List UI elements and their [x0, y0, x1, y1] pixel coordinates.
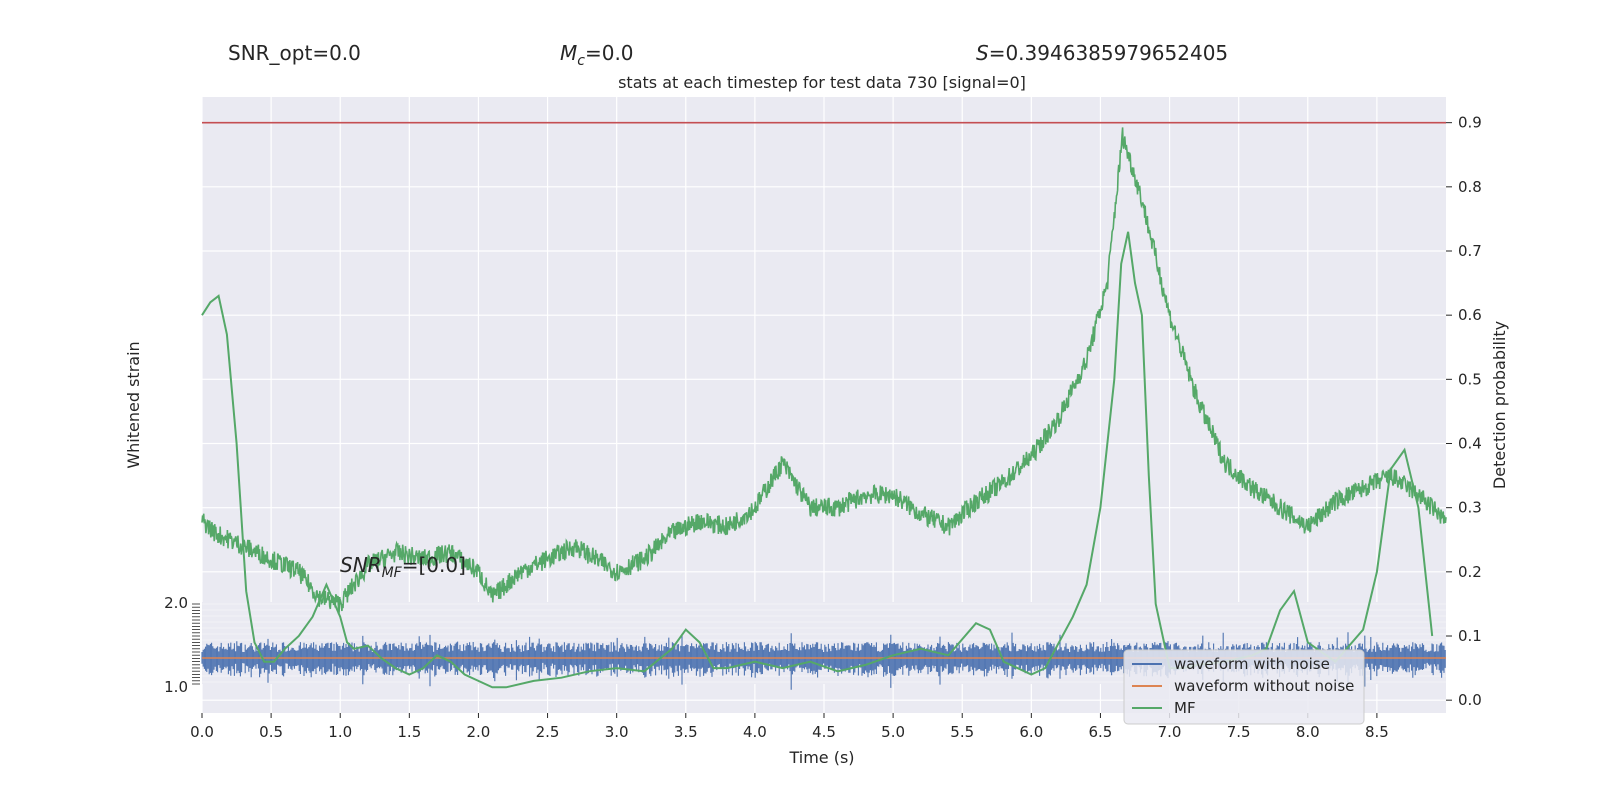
chirp-mass-value: =0.0 — [585, 41, 634, 65]
left-tick-bottom: 1.0 — [164, 678, 188, 696]
x-axis-label: Time (s) — [788, 748, 854, 767]
x-tick-label: 3.0 — [605, 723, 629, 741]
y-tick-label: 0.8 — [1458, 178, 1482, 196]
x-tick-label: 1.0 — [328, 723, 352, 741]
legend-box — [1123, 649, 1365, 725]
x-tick-label: 3.5 — [674, 723, 698, 741]
score-symbol: S — [976, 41, 989, 65]
y-tick-label: 0.3 — [1458, 499, 1482, 517]
right-axis-label: Detection probability — [1490, 321, 1509, 489]
x-tick-label: 6.5 — [1089, 723, 1113, 741]
x-tick-label: 5.5 — [950, 723, 974, 741]
chirp-mass-symbol: M — [560, 41, 577, 65]
x-tick-label: 6.0 — [1019, 723, 1043, 741]
x-tick-label: 8.0 — [1296, 723, 1320, 741]
chirp-mass-subscript: c — [577, 53, 585, 69]
x-tick-label: 1.5 — [397, 723, 421, 741]
x-axis-ticks: 0.0 0.5 1.0 1.5 2.0 2.5 3.0 3.5 4.0 4.5 5.0 5.5 6.0 6… — [190, 713, 1389, 741]
snr-mf-symbol: SNR — [340, 553, 382, 577]
y-tick-label: 0.6 — [1458, 306, 1482, 324]
chart-subtitle: stats at each timestep for test data 730… — [618, 73, 1026, 92]
snr-mf-subscript: MF — [382, 565, 403, 581]
x-tick-label: 7.0 — [1158, 723, 1182, 741]
legend-label-mf: MF — [1174, 699, 1196, 717]
x-tick-label: 4.0 — [743, 723, 767, 741]
y-axis-ticks-right: 0.0 0.1 0.2 0.3 0.4 0.5 0.6 0.7 0.8 0.9 — [1446, 114, 1482, 709]
score-value: =0.3946385979652405 — [989, 41, 1228, 65]
x-tick-label: 5.0 — [881, 723, 905, 741]
x-tick-label: 0.0 — [190, 723, 214, 741]
y-tick-label: 0.0 — [1458, 691, 1482, 709]
x-tick-label: 2.5 — [536, 723, 560, 741]
y-tick-label: 0.4 — [1458, 435, 1482, 453]
chirp-mass-label: Mc=0.0 — [560, 41, 634, 69]
x-tick-label: 4.5 — [812, 723, 836, 741]
y-tick-label: 0.9 — [1458, 114, 1482, 132]
left-axis-label: Whitened strain — [124, 341, 143, 468]
y-tick-label: 0.1 — [1458, 627, 1482, 645]
y-tick-label: 0.7 — [1458, 242, 1482, 260]
x-tick-label: 8.5 — [1365, 723, 1389, 741]
strain-grid — [202, 603, 1446, 683]
y-tick-label: 0.2 — [1458, 563, 1482, 581]
snr-mf-label: SNRMF=[0.0] — [340, 553, 466, 581]
y-tick-label: 0.5 — [1458, 370, 1482, 388]
legend-label-noise: waveform with noise — [1174, 655, 1330, 673]
legend-label-clean: waveform without noise — [1174, 677, 1354, 695]
x-tick-label: 0.5 — [259, 723, 283, 741]
legend: waveform with noise waveform without noi… — [1123, 649, 1365, 725]
left-tick-clutter — [192, 603, 200, 685]
x-tick-label: 7.5 — [1227, 723, 1251, 741]
x-tick-label: 2.0 — [467, 723, 491, 741]
score-label: S=0.3946385979652405 — [976, 41, 1228, 65]
left-tick-top: 2.0 — [164, 594, 188, 612]
probability-line — [201, 127, 1447, 615]
snr-mf-value: =[0.0] — [402, 553, 466, 577]
snr-opt-label: SNR_opt=0.0 — [228, 41, 361, 65]
probability-series — [201, 127, 1447, 615]
